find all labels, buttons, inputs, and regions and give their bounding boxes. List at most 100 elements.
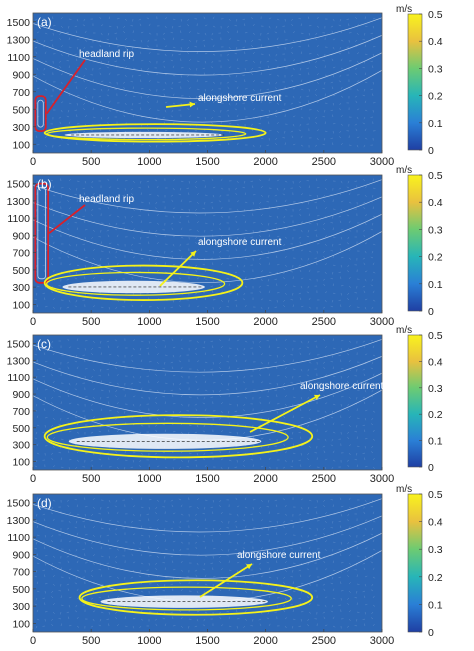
- colorbar-tick-label: 0.1: [428, 279, 443, 291]
- y-tick-label: 900: [12, 389, 30, 401]
- y-tick-label: 500: [12, 104, 30, 116]
- plot-content: [33, 16, 382, 148]
- y-tick-label: 700: [12, 248, 30, 260]
- plot-content: [33, 338, 382, 470]
- colorbar-tick-label: 0.1: [428, 118, 443, 130]
- y-tick-label: 1500: [7, 338, 31, 350]
- y-tick-label: 1500: [7, 498, 31, 510]
- x-tick-label: 2000: [253, 156, 277, 168]
- contour-lines: [33, 17, 382, 123]
- x-tick-label: 0: [30, 473, 36, 485]
- colorbar: 0 0.1 0.2 0.3 0.4 0.5 m/s: [396, 165, 443, 318]
- colorbar-tick-label: 0: [428, 145, 434, 157]
- colorbar-tick-label: 0: [428, 462, 434, 474]
- arrow-head: [190, 251, 196, 257]
- y-tick-label: 300: [12, 282, 30, 294]
- plot-content: [33, 497, 382, 629]
- annotation-label: headland rip: [79, 49, 134, 60]
- arrow-head: [189, 101, 195, 108]
- panel-b: 0 500 1000 1500 2000 2500 3000 100 300 500 700 900 1…: [7, 174, 394, 328]
- colorbar-tick-label: 0.1: [428, 436, 443, 448]
- current-outline-inner: [45, 271, 226, 296]
- colorbar: 0 0.1 0.2 0.3 0.4 0.5 m/s: [396, 325, 443, 474]
- y-tick-label: 700: [12, 87, 30, 99]
- colorbar-unit: m/s: [396, 325, 412, 336]
- plot-content: [33, 178, 382, 310]
- x-tick-label: 0: [30, 316, 36, 328]
- x-tick-label: 1000: [137, 316, 161, 328]
- x-tick-label: 2500: [312, 635, 336, 647]
- annotation-label: alongshore current: [198, 237, 282, 248]
- x-tick-label: 2000: [253, 316, 277, 328]
- colorbar-tick-label: 0.4: [428, 197, 443, 209]
- panel-label: (b): [37, 177, 52, 191]
- y-tick-label: 1300: [7, 515, 31, 527]
- y-tick-label: 300: [12, 440, 30, 452]
- x-tick-label: 1000: [137, 156, 161, 168]
- annotation-label: headland rip: [79, 194, 134, 205]
- x-tick-label: 1500: [195, 473, 219, 485]
- contour-lines: [33, 338, 382, 441]
- current-outline-inner: [46, 127, 247, 141]
- x-tick-label: 3000: [370, 635, 394, 647]
- colorbar-gradient: [407, 174, 423, 312]
- y-tick-label: 100: [12, 139, 30, 151]
- y-tick-label: 900: [12, 230, 30, 242]
- y-tick-label: 500: [12, 584, 30, 596]
- current-arrow: [159, 250, 197, 287]
- y-tick-label: 1100: [7, 52, 30, 64]
- colorbar-unit: m/s: [396, 4, 412, 15]
- x-tick-label: 1000: [137, 473, 161, 485]
- current-arrow: [199, 563, 253, 598]
- x-tick-label: 3000: [370, 156, 394, 168]
- x-tick-label: 0: [30, 156, 36, 168]
- colorbar-tick-label: 0: [428, 306, 434, 318]
- y-tick-label: 1300: [7, 355, 31, 367]
- colorbar-unit: m/s: [396, 165, 412, 176]
- current-jet: [68, 433, 262, 449]
- rip-contour: [37, 99, 44, 128]
- annotation-label: alongshore current: [300, 381, 384, 392]
- arrow-head: [314, 394, 320, 401]
- colorbar-tick-label: 0.2: [428, 572, 443, 584]
- x-tick-label: 3000: [370, 473, 394, 485]
- x-tick-label: 500: [82, 635, 100, 647]
- y-tick-label: 1100: [7, 532, 30, 544]
- colorbar-tick-label: 0.3: [428, 383, 443, 395]
- y-tick-label: 1300: [7, 34, 31, 46]
- y-tick-label: 700: [12, 567, 30, 579]
- y-tick-label: 100: [12, 299, 30, 311]
- y-tick-label: 700: [12, 406, 30, 418]
- y-tick-label: 900: [12, 549, 30, 561]
- x-tick-label: 1000: [137, 635, 161, 647]
- contour-lines: [33, 498, 382, 602]
- rip-outline: [34, 95, 47, 133]
- x-tick-label: 2000: [253, 473, 277, 485]
- x-tick-label: 2000: [253, 635, 277, 647]
- rip-arrow: [48, 204, 86, 234]
- colorbar-gradient: [407, 334, 423, 468]
- colorbar-tick-label: 0.3: [428, 224, 443, 236]
- colorbar-tick-label: 0.4: [428, 36, 443, 48]
- contour-lines: [33, 179, 382, 283]
- y-tick-label: 500: [12, 423, 30, 435]
- panel-c: 0 500 1000 1500 2000 2500 3000 100 300 500 700 900 1…: [7, 334, 394, 485]
- y-tick-label: 1100: [7, 372, 30, 384]
- colorbar: 0 0.1 0.2 0.3 0.4 0.5 m/s: [396, 484, 443, 639]
- colorbar-tick-label: 0.1: [428, 599, 443, 611]
- colorbar-tick-label: 0.4: [428, 517, 443, 529]
- annotation-label: alongshore current: [237, 550, 321, 561]
- current-outline: [43, 264, 244, 301]
- colorbar-tick-label: 0.3: [428, 544, 443, 556]
- y-tick-label: 1100: [7, 213, 30, 225]
- x-tick-label: 2500: [312, 316, 336, 328]
- colorbar-tick-label: 0.2: [428, 409, 443, 421]
- x-tick-label: 1500: [195, 156, 219, 168]
- colorbar-unit: m/s: [396, 484, 412, 495]
- rip-contour: [37, 187, 47, 280]
- panel-d: 0 500 1000 1500 2000 2500 3000 100 300 500 700 900 1…: [7, 493, 394, 647]
- x-tick-label: 3000: [370, 316, 394, 328]
- panel-label: (d): [37, 496, 52, 510]
- colorbar-tick-label: 0: [428, 627, 434, 639]
- y-tick-label: 1500: [7, 179, 31, 191]
